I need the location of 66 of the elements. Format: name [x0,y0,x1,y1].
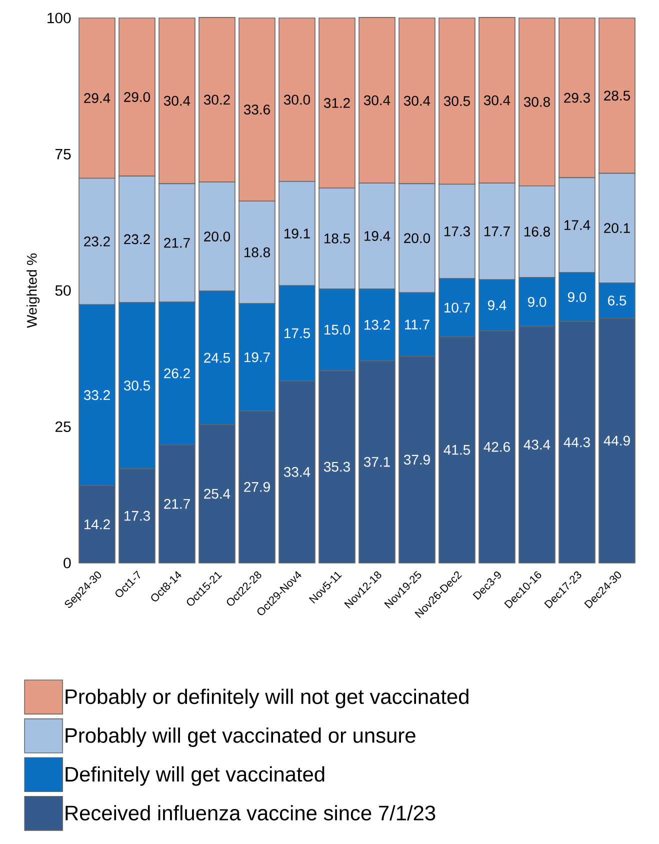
data-label: 17.7 [484,226,510,236]
data-label: 20.0 [204,232,230,242]
data-label: 30.5 [124,380,150,391]
y-tick-label: 50 [55,285,71,296]
data-label: 44.9 [604,436,630,446]
data-label: 37.9 [404,454,430,465]
data-label: 30.4 [484,95,510,106]
data-label: 21.7 [164,238,190,248]
data-label: 9.4 [488,300,506,310]
data-label: 24.5 [204,352,230,363]
legend-label: Received influenza vaccine since 7/1/23 [66,805,436,820]
data-label: 43.4 [524,440,550,450]
data-label: 14.2 [84,519,110,530]
data-label: 37.1 [364,456,390,467]
y-tick-label: 0 [64,558,71,568]
legend-label: Probably will get vaccinated or unsure [66,728,416,748]
data-label: 35.3 [324,462,350,472]
data-label: 18.5 [324,233,350,244]
data-label: 15.0 [324,324,350,335]
data-label: 30.4 [404,96,430,106]
legend-label: Definitely will get vaccinated [66,766,324,786]
data-label: 19.7 [244,352,270,362]
data-label: 30.4 [364,95,390,106]
data-label: 33.6 [244,104,270,114]
data-label: 21.7 [164,498,190,509]
data-label: 30.5 [444,96,470,106]
data-label: 44.3 [564,437,590,448]
legend-label: Probably or definitely will not get vaccinated [66,688,468,708]
data-label: 30.8 [524,96,550,107]
data-label: 9.0 [528,296,546,307]
data-label: 29.4 [84,93,110,104]
data-label: 23.2 [84,236,110,246]
data-label: 11.7 [405,320,430,330]
data-label: 19.1 [284,228,310,238]
data-label: 16.8 [524,226,550,237]
y-tick-label: 100 [48,12,71,24]
data-label: 42.6 [484,442,510,452]
data-label: 33.4 [284,467,310,477]
data-label: 17.3 [444,226,470,236]
data-label: 27.9 [244,482,270,492]
data-label: 25.4 [204,488,230,499]
data-label: 17.5 [284,328,310,338]
data-label: 9.0 [568,292,586,302]
data-label: 17.4 [564,220,590,230]
y-tick-label: 25 [55,421,71,432]
data-label: 28.5 [604,90,630,101]
data-label: 17.3 [124,510,150,521]
data-label: 19.4 [364,231,390,241]
data-label: 41.5 [444,445,470,455]
data-label: 29.0 [124,92,150,102]
data-label: 23.2 [124,234,150,244]
data-label: 26.2 [164,368,190,378]
data-label: 30.0 [284,94,310,105]
data-label: 6.5 [608,296,626,306]
data-label: 31.2 [324,98,350,108]
data-label: 29.3 [564,92,590,103]
y-axis-title: Weighted % [26,254,40,328]
data-label: 10.7 [444,302,470,313]
data-label: 30.2 [204,94,230,105]
data-label: 18.8 [244,247,270,258]
data-label: 30.4 [164,96,190,106]
y-tick-label: 75 [55,149,71,160]
data-label: 13.2 [364,320,390,330]
data-label: 20.0 [404,233,430,244]
data-label: 20.1 [604,223,630,234]
data-label: 33.2 [84,390,110,400]
